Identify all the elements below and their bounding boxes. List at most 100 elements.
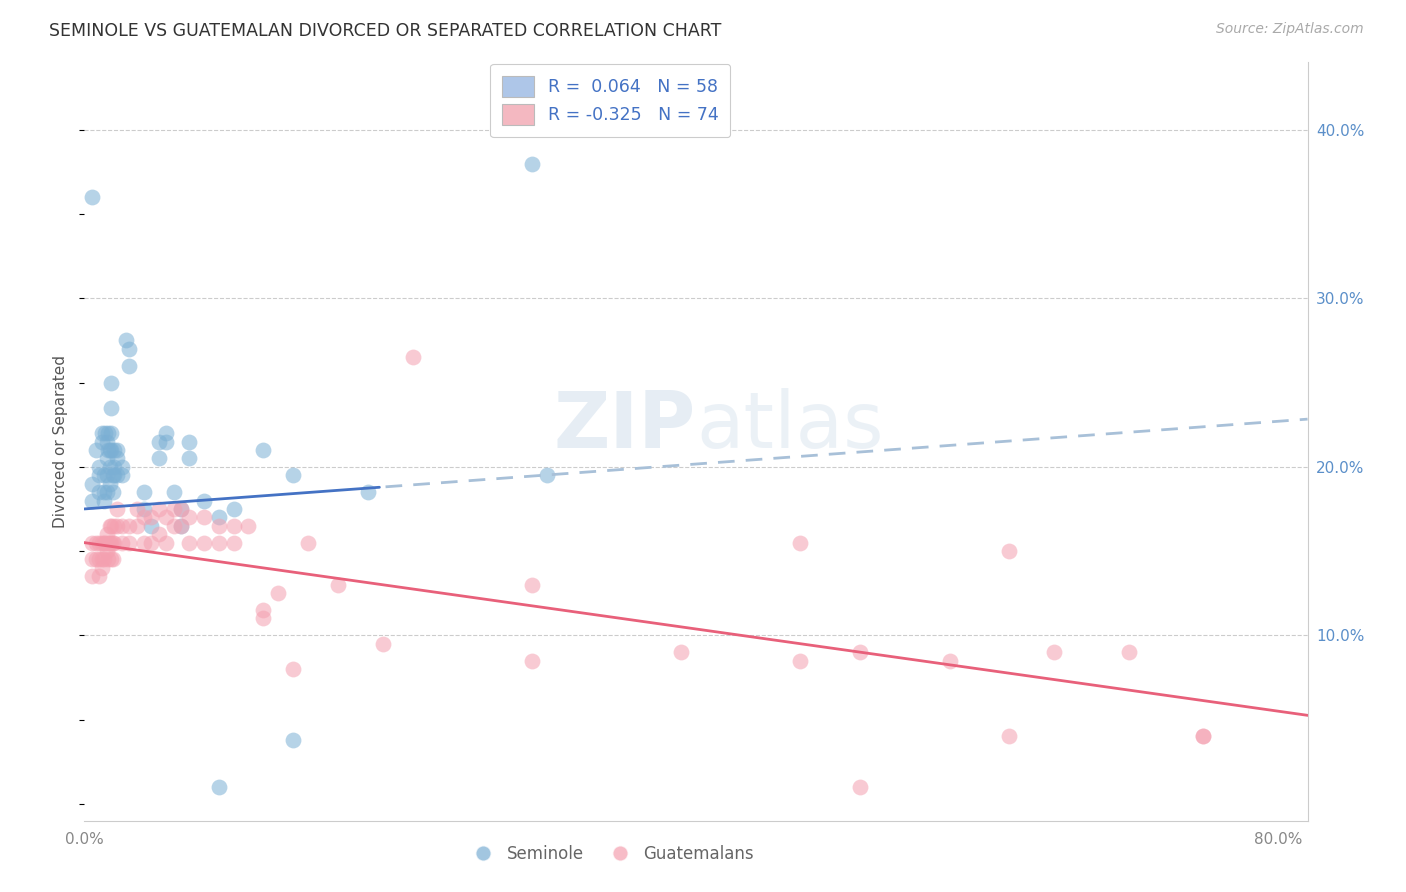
Point (100, 426, 122, 441)
Point (80, 493, 103, 508)
Point (371, 637, 394, 651)
Point (789, 654, 811, 668)
Point (132, 485, 155, 500)
Point (100, 535, 122, 549)
Point (1192, 730, 1215, 744)
Point (357, 485, 380, 500)
Point (103, 468, 125, 483)
Point (118, 359, 141, 373)
Point (96, 544, 118, 558)
Point (520, 578, 543, 592)
Point (98, 535, 121, 549)
Point (98, 442, 121, 457)
Point (177, 510, 200, 524)
Point (105, 451, 128, 466)
Point (141, 510, 163, 524)
Point (520, 654, 543, 668)
Point (96, 434, 118, 449)
Point (103, 459, 125, 474)
Point (163, 518, 186, 533)
Point (101, 468, 124, 483)
Point (222, 518, 245, 533)
Point (105, 442, 128, 457)
Point (96, 468, 118, 483)
Point (115, 334, 138, 348)
Point (536, 468, 558, 483)
Point (91, 552, 114, 566)
Point (100, 376, 122, 390)
Point (89, 459, 111, 474)
Point (998, 544, 1021, 558)
Point (849, 645, 872, 659)
Point (98, 459, 121, 474)
Point (1043, 645, 1066, 659)
Point (170, 518, 193, 533)
Point (297, 535, 319, 549)
Point (193, 493, 215, 508)
Point (93, 493, 115, 508)
Point (849, 780, 872, 794)
Point (89, 468, 111, 483)
Point (326, 578, 349, 592)
Point (283, 662, 305, 676)
Point (401, 351, 423, 365)
Point (103, 442, 125, 457)
Point (141, 535, 163, 549)
Point (100, 442, 122, 457)
Legend: Seminole, Guatemalans: Seminole, Guatemalans (460, 838, 761, 869)
Point (283, 468, 305, 483)
Point (91, 535, 114, 549)
Point (97, 442, 120, 457)
Point (93, 552, 115, 566)
Point (193, 535, 215, 549)
Point (207, 510, 229, 524)
Point (163, 485, 186, 500)
Point (97, 535, 120, 549)
Point (222, 535, 245, 549)
Point (148, 451, 170, 466)
Point (105, 468, 128, 483)
Point (132, 502, 155, 516)
Text: SEMINOLE VS GUATEMALAN DIVORCED OR SEPARATED CORRELATION CHART: SEMINOLE VS GUATEMALAN DIVORCED OR SEPAR… (49, 22, 721, 40)
Point (98, 518, 121, 533)
Point (80, 535, 103, 549)
Point (111, 518, 134, 533)
Point (84, 442, 107, 457)
Point (125, 502, 148, 516)
Point (93, 485, 115, 500)
Point (193, 510, 215, 524)
Point (267, 586, 290, 600)
Point (111, 459, 134, 474)
Point (97, 552, 120, 566)
Point (91, 561, 114, 575)
Point (97, 426, 120, 441)
Point (118, 518, 141, 533)
Point (148, 527, 170, 541)
Text: Source: ZipAtlas.com: Source: ZipAtlas.com (1216, 22, 1364, 37)
Y-axis label: Divorced or Separated: Divorced or Separated (53, 355, 69, 528)
Point (170, 502, 193, 516)
Point (94, 535, 117, 549)
Point (91, 434, 114, 449)
Point (177, 451, 200, 466)
Point (938, 654, 960, 668)
Point (252, 442, 274, 457)
Point (132, 510, 155, 524)
Point (103, 518, 125, 533)
Point (998, 730, 1021, 744)
Point (207, 518, 229, 533)
Point (84, 552, 107, 566)
Point (103, 535, 125, 549)
Point (84, 535, 107, 549)
Point (100, 518, 122, 533)
Point (80, 476, 103, 491)
Point (789, 535, 811, 549)
Point (283, 732, 305, 747)
Point (252, 603, 274, 617)
Point (93, 535, 115, 549)
Point (170, 518, 193, 533)
Point (132, 535, 155, 549)
Point (89, 485, 111, 500)
Point (101, 552, 124, 566)
Point (222, 502, 245, 516)
